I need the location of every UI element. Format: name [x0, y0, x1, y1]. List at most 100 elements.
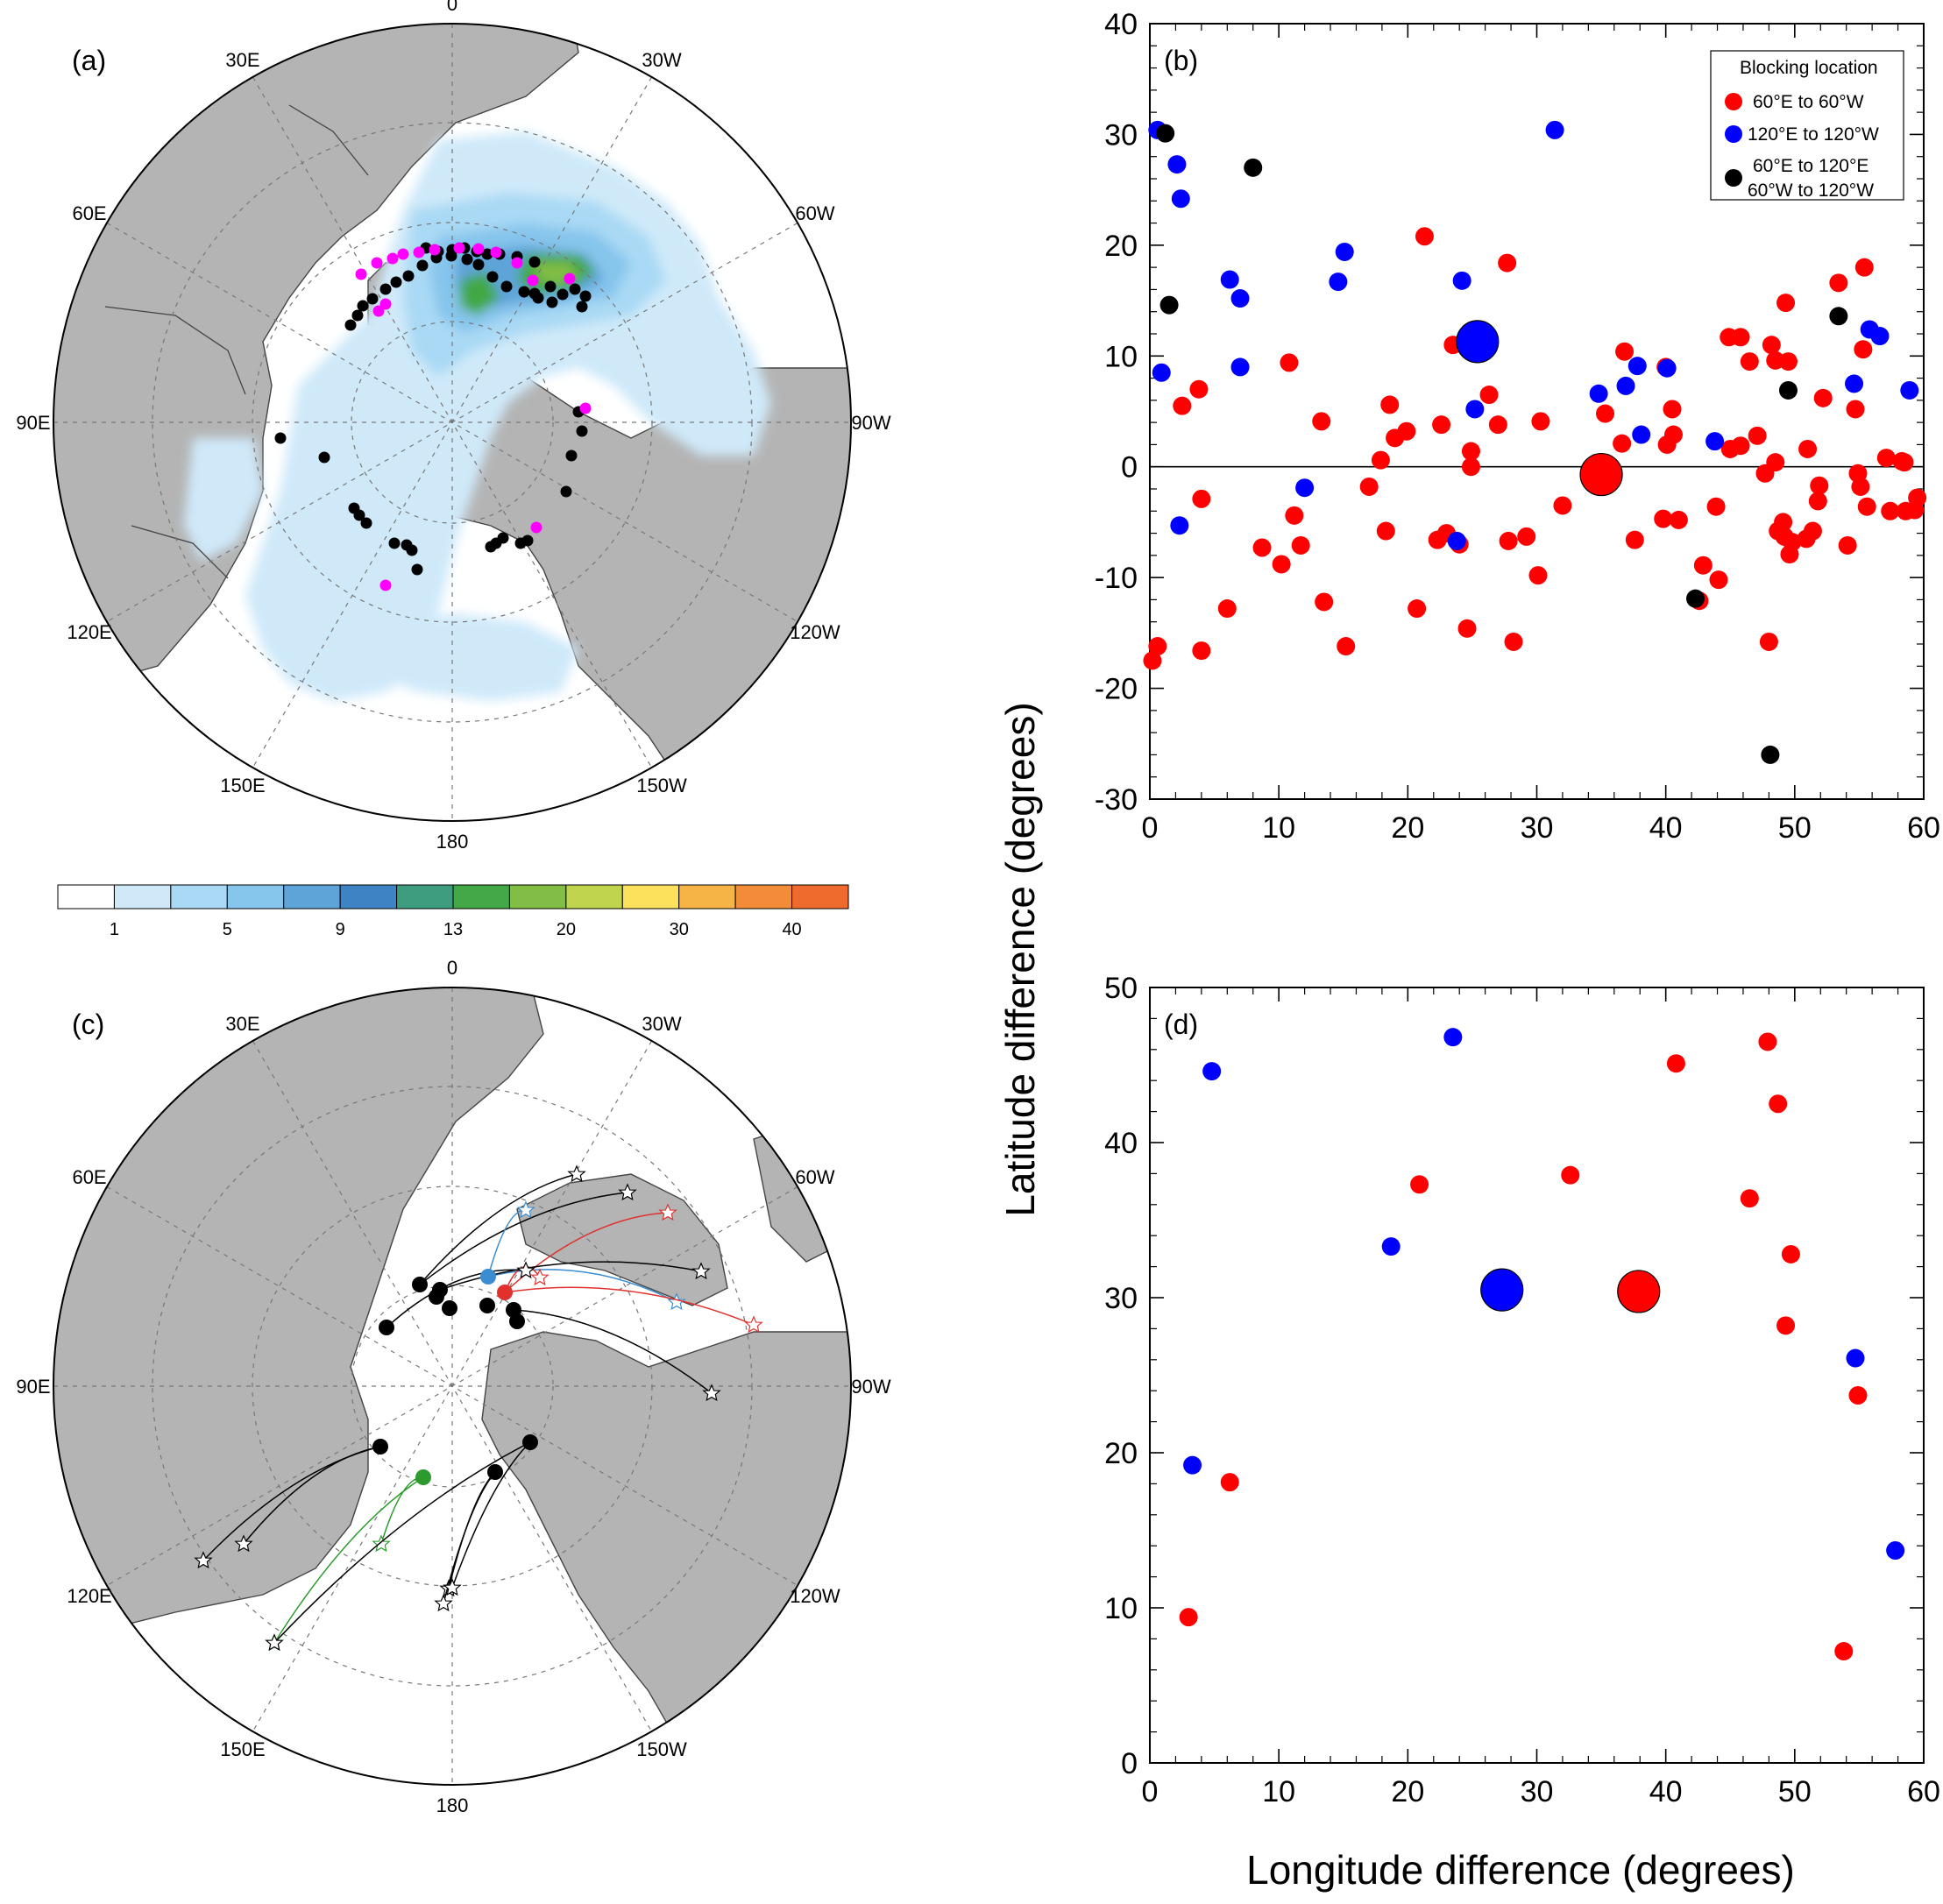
data-point: [1834, 1642, 1854, 1661]
data-point: [1615, 342, 1635, 361]
blocking-marker: [544, 280, 557, 293]
x-tick-label: 10: [1262, 1775, 1295, 1808]
longitude-label: 150W: [636, 1738, 687, 1760]
data-point: [1170, 516, 1189, 535]
longitude-label: 60E: [72, 202, 106, 224]
data-point: [1230, 289, 1250, 308]
data-point: [1447, 531, 1466, 550]
data-point: [1589, 384, 1608, 403]
panel-label-d: (d): [1164, 1009, 1198, 1040]
colorbar-bin: [170, 884, 228, 910]
longitude-label: 60W: [795, 202, 834, 224]
x-tick-label: 60: [1907, 1775, 1940, 1808]
colorbar-label: 5: [223, 920, 232, 939]
data-point: [1613, 434, 1632, 453]
colorbar-bin: [452, 884, 510, 910]
blocking-marker-magenta: [413, 246, 425, 258]
data-point: [1886, 1541, 1905, 1561]
track-start-marker: [372, 1439, 388, 1455]
blocking-marker: [481, 248, 493, 260]
data-point: [1829, 307, 1848, 326]
land-eurasia: [53, 24, 579, 702]
data-point: [1171, 189, 1190, 209]
data-point: [1192, 489, 1211, 508]
data-point: [1870, 327, 1890, 346]
blocking-marker: [528, 287, 541, 300]
data-point: [1220, 1473, 1239, 1492]
track-start-marker: [522, 1434, 538, 1450]
legend-marker-red: [1725, 93, 1742, 110]
data-point: [1731, 436, 1750, 456]
blocking-marker-magenta: [527, 274, 539, 287]
storm-track: [439, 1261, 702, 1291]
data-point: [1595, 404, 1614, 423]
data-point: [1740, 1189, 1759, 1208]
track-start-marker: [497, 1285, 513, 1300]
data-point: [1359, 477, 1379, 496]
colorbar-bin: [339, 884, 398, 910]
data-point: [1776, 1316, 1796, 1335]
data-point: [1663, 400, 1682, 419]
data-point: [1291, 535, 1310, 555]
blocking-marker: [500, 280, 513, 293]
data-point: [1810, 476, 1829, 495]
data-point: [1783, 533, 1802, 552]
data-point: [1461, 457, 1480, 477]
y-tick-label: 40: [1104, 8, 1138, 41]
y-tick-label: -30: [1095, 783, 1138, 817]
blocking-markers-a: [274, 242, 592, 591]
data-point: [1846, 1348, 1865, 1368]
colorbar-label: 40: [782, 920, 801, 939]
longitude-label: 90W: [851, 412, 890, 434]
legend-marker-blue: [1725, 125, 1742, 143]
data-point: [1848, 1386, 1868, 1405]
data-point: [1838, 535, 1857, 555]
colorbar-bin: [791, 884, 849, 910]
data-point: [1627, 357, 1647, 376]
blocking-marker: [521, 534, 534, 547]
longitude-label: 30W: [642, 49, 681, 71]
blocking-marker: [274, 432, 287, 444]
blocking-marker-magenta: [355, 268, 367, 280]
y-tick-label: 20: [1104, 230, 1138, 263]
data-point: [1528, 566, 1548, 585]
data-point: [1774, 513, 1793, 532]
data-point: [1705, 432, 1725, 451]
data-point: [1553, 496, 1572, 515]
colorbar-bin: [396, 884, 454, 910]
colorbar-bin: [283, 884, 341, 910]
x-tick-label: 40: [1649, 1775, 1683, 1808]
longitude-label: 150E: [220, 1738, 265, 1760]
data-point: [1465, 400, 1485, 419]
blocking-marker: [390, 276, 402, 288]
track-start-marker: [429, 1289, 444, 1305]
data-point: [1857, 497, 1876, 516]
y-tick-label: 0: [1121, 451, 1138, 485]
data-point: [1337, 637, 1356, 656]
data-point: [1895, 453, 1914, 472]
data-point: [1488, 415, 1507, 435]
panel-label-c: (c): [72, 1009, 104, 1040]
storm-track: [513, 1309, 713, 1394]
mean-point: [1480, 1268, 1524, 1312]
mean-point: [1579, 452, 1623, 497]
blocking-marker: [579, 290, 592, 302]
track-start-marker: [412, 1277, 428, 1292]
blocking-marker: [461, 253, 473, 265]
mean-point: [1617, 1270, 1661, 1313]
colorbar-bin: [113, 884, 172, 910]
colorbar-label: 30: [670, 920, 689, 939]
data-point: [1517, 527, 1536, 546]
data-point: [1798, 439, 1818, 458]
data-point: [1778, 380, 1798, 400]
data-point: [1663, 425, 1683, 444]
polar-map-a: [53, 23, 852, 822]
blocking-marker: [353, 509, 365, 521]
blocking-marker: [557, 288, 569, 301]
blocking-marker-magenta: [490, 246, 502, 258]
data-point: [1854, 258, 1874, 277]
colorbar-bin: [734, 884, 793, 910]
data-point: [1312, 412, 1331, 431]
data-point: [1854, 340, 1873, 359]
